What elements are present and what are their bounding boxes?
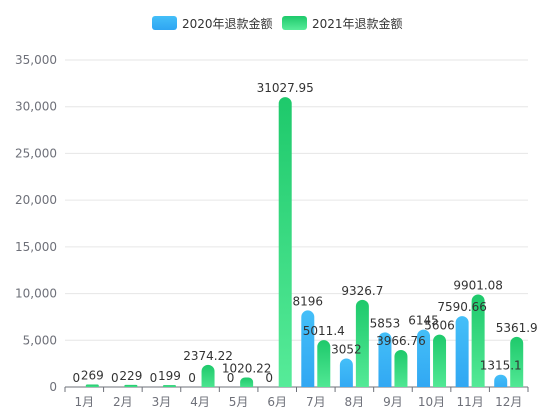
y-tick-label: 20,000: [15, 193, 57, 207]
x-tick-label: 11月: [456, 395, 483, 409]
x-axis: 1月 2月 3月 4月 5月 6月 7月 8月 9月 10月 11月 12月: [64, 386, 529, 409]
data-label-series-1: 1315.1: [480, 359, 522, 373]
legend: 2020年退款金额 2021年退款金额: [152, 16, 403, 31]
bar-series-1[interactable]: [301, 310, 315, 393]
y-axis: 0 5,000 10,000 15,000 20,000 25,000 30,000 35,0…: [15, 53, 57, 394]
legend-label-2[interactable]: 2021年退款金额: [312, 16, 403, 31]
y-tick-label: 5,000: [23, 333, 57, 347]
data-label-series-1: 0: [265, 371, 273, 385]
data-label-series-2: 31027.95: [257, 81, 314, 95]
bar-series-2[interactable]: [162, 385, 176, 388]
bar-series-2[interactable]: [201, 364, 215, 394]
bar-series-2[interactable]: [355, 299, 369, 394]
data-label-series-1: 8196: [293, 294, 324, 308]
data-label-series-2: 5361.9: [496, 321, 538, 335]
bar-series-1[interactable]: [378, 332, 392, 393]
x-tick-label: 8月: [345, 395, 365, 409]
x-tick-label: 3月: [152, 395, 172, 409]
data-label-series-2: 5606: [424, 319, 455, 333]
bar-series-2[interactable]: [394, 349, 408, 394]
y-tick-label: 0: [49, 380, 57, 394]
data-label-series-2: 9326.7: [341, 284, 383, 298]
y-tick-label: 10,000: [15, 287, 57, 301]
bar-series-1[interactable]: [494, 374, 508, 393]
x-tick-label: 12月: [495, 395, 522, 409]
data-label-series-1: 0: [150, 371, 158, 385]
data-label-series-1: 7590.66: [437, 300, 487, 314]
legend-label-1[interactable]: 2020年退款金额: [182, 16, 273, 31]
y-tick-label: 30,000: [15, 100, 57, 114]
bar-series-2[interactable]: [124, 384, 138, 388]
data-label-series-1: 6145: [408, 314, 439, 328]
bar-series-2[interactable]: [510, 336, 524, 394]
data-label-series-2: 2374.22: [183, 349, 233, 363]
x-tick-label: 6月: [267, 395, 287, 409]
bar-series-1[interactable]: [339, 358, 353, 393]
bar-series-2[interactable]: [278, 97, 292, 393]
x-tick-label: 7月: [306, 395, 326, 409]
bar-series-2[interactable]: [433, 334, 447, 394]
data-label-series-1: 3052: [331, 342, 362, 356]
bar-series-1[interactable]: [417, 329, 431, 394]
x-tick-label: 9月: [383, 395, 403, 409]
data-label-series-2: 9901.08: [453, 278, 503, 292]
x-tick-label: 2月: [113, 395, 133, 409]
data-label-series-2: 5011.4: [303, 324, 345, 338]
bar-series-2[interactable]: [317, 340, 331, 393]
data-label-series-2: 1020.22: [222, 361, 272, 375]
data-label-series-1: 0: [227, 371, 235, 385]
x-tick-label: 5月: [229, 395, 249, 409]
y-tick-label: 15,000: [15, 240, 57, 254]
data-label-series-1: 0: [72, 371, 80, 385]
legend-swatch-2[interactable]: [282, 16, 307, 30]
x-tick-label: 1月: [74, 395, 94, 409]
data-label-series-2: 199: [158, 369, 181, 383]
bar-series-2[interactable]: [471, 294, 485, 393]
grid-lines: [65, 59, 528, 341]
x-tick-label: 4月: [190, 395, 210, 409]
bar-series-1[interactable]: [455, 316, 469, 393]
data-label-series-1: 0: [111, 371, 119, 385]
bars: [85, 97, 524, 394]
y-tick-label: 25,000: [15, 146, 57, 160]
data-label-series-2: 3966.76: [376, 334, 426, 348]
data-label-series-1: 0: [188, 371, 196, 385]
bar-series-2[interactable]: [240, 377, 254, 391]
data-labels: 0 269 0 229 0 199 02374.2201020.22031027.95819…: [72, 81, 537, 385]
y-tick-label: 35,000: [15, 53, 57, 67]
x-tick-label: 10月: [418, 395, 445, 409]
data-label-series-2: 229: [119, 369, 142, 383]
legend-swatch-1[interactable]: [152, 16, 177, 30]
bar-series-2[interactable]: [85, 384, 99, 388]
data-label-series-2: 269: [81, 368, 104, 382]
data-label-series-1: 5853: [370, 316, 401, 330]
